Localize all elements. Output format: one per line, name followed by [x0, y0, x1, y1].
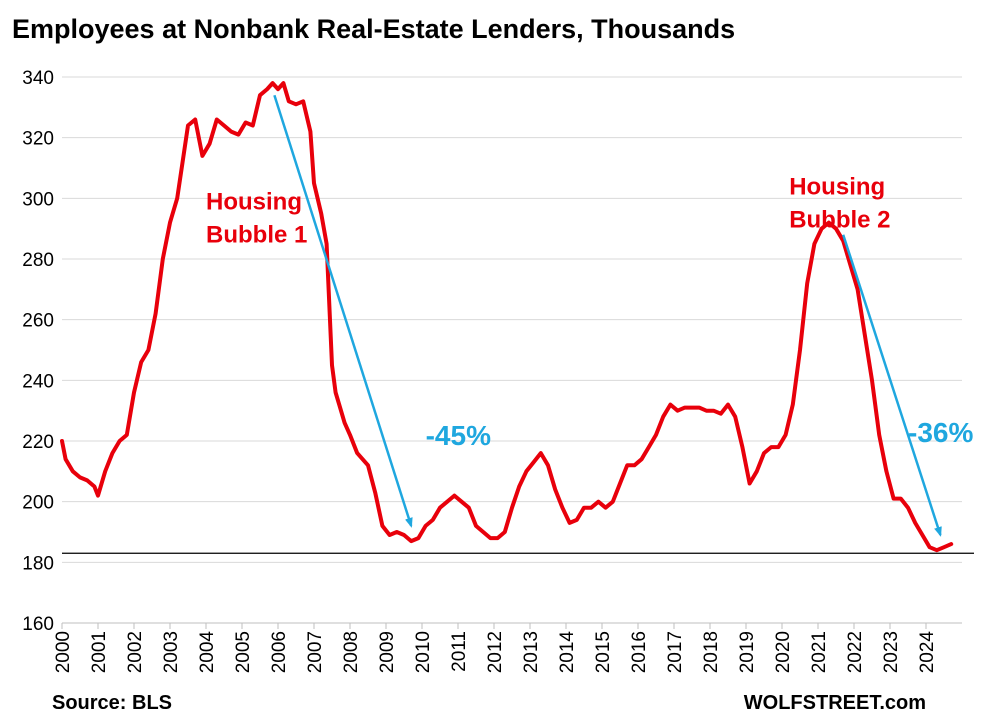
- x-tick-label: 2004: [197, 631, 218, 674]
- y-tick-label: 240: [22, 371, 54, 392]
- x-tick-label: 2008: [341, 631, 362, 673]
- x-tick-label: 2010: [413, 631, 434, 673]
- x-tick-label: 2011: [449, 631, 470, 672]
- y-tick-label: 180: [22, 553, 54, 574]
- trend-arrow: [273, 94, 413, 528]
- x-tick-label: 2020: [773, 631, 794, 673]
- line-layer: [60, 81, 954, 553]
- y-tick-label: 260: [22, 311, 54, 332]
- x-tick-label: 2000: [53, 631, 74, 673]
- bubble-label-line2: Bubble 2: [789, 206, 890, 233]
- y-tick-label: 300: [22, 189, 54, 210]
- x-tick-label: 2021: [809, 631, 830, 673]
- y-tick-label: 200: [22, 493, 54, 514]
- y-tick-label: 340: [22, 68, 54, 89]
- x-tick-label: 2023: [881, 631, 902, 673]
- axis-layer: 160 180 200 220 240 260 280 300 320 340 2000 2001 20…: [22, 68, 962, 673]
- percent-change-label: -36%: [908, 417, 973, 448]
- y-tick-label: 220: [22, 432, 54, 453]
- x-tick-label: 2005: [233, 631, 254, 673]
- x-tick-label: 2017: [665, 631, 686, 673]
- x-tick-label: 2002: [125, 631, 146, 673]
- x-tick-label: 2018: [701, 631, 722, 673]
- credit-label: WOLFSTREET.com: [743, 692, 926, 714]
- percent-change-label: -45%: [426, 420, 491, 451]
- x-tick-label: 2003: [161, 631, 182, 673]
- x-tick-label: 2012: [485, 631, 506, 673]
- x-tick-label: 2013: [521, 631, 542, 673]
- x-tick-label: 2015: [593, 631, 614, 673]
- x-tick-label: 2024: [917, 631, 938, 674]
- annotation-layer: Housing Bubble 1 Housing Bubble 2 -45% -36%: [206, 94, 973, 537]
- y-tick-label: 160: [22, 614, 54, 635]
- bubble-label-line2: Bubble 1: [206, 222, 307, 249]
- y-tick-label: 320: [22, 129, 54, 150]
- x-tick-label: 2006: [269, 631, 290, 673]
- x-tick-label: 2016: [629, 631, 650, 673]
- x-tick-label: 2014: [557, 631, 578, 674]
- series-line: [60, 81, 954, 553]
- x-tick-label: 2019: [737, 631, 758, 673]
- source-label: Source: BLS: [52, 692, 173, 714]
- x-tick-label: 2009: [377, 631, 398, 673]
- x-tick-label: 2001: [89, 631, 110, 673]
- y-tick-label: 280: [22, 250, 54, 271]
- trend-arrow: [842, 234, 942, 537]
- chart-title: Employees at Nonbank Real-Estate Lenders…: [12, 14, 736, 44]
- bubble-label-line1: Housing: [206, 189, 302, 216]
- x-tick-label: 2007: [305, 631, 326, 673]
- grid-layer: [62, 76, 974, 624]
- x-tick-label: 2022: [845, 631, 866, 673]
- bubble-label-line1: Housing: [789, 173, 885, 200]
